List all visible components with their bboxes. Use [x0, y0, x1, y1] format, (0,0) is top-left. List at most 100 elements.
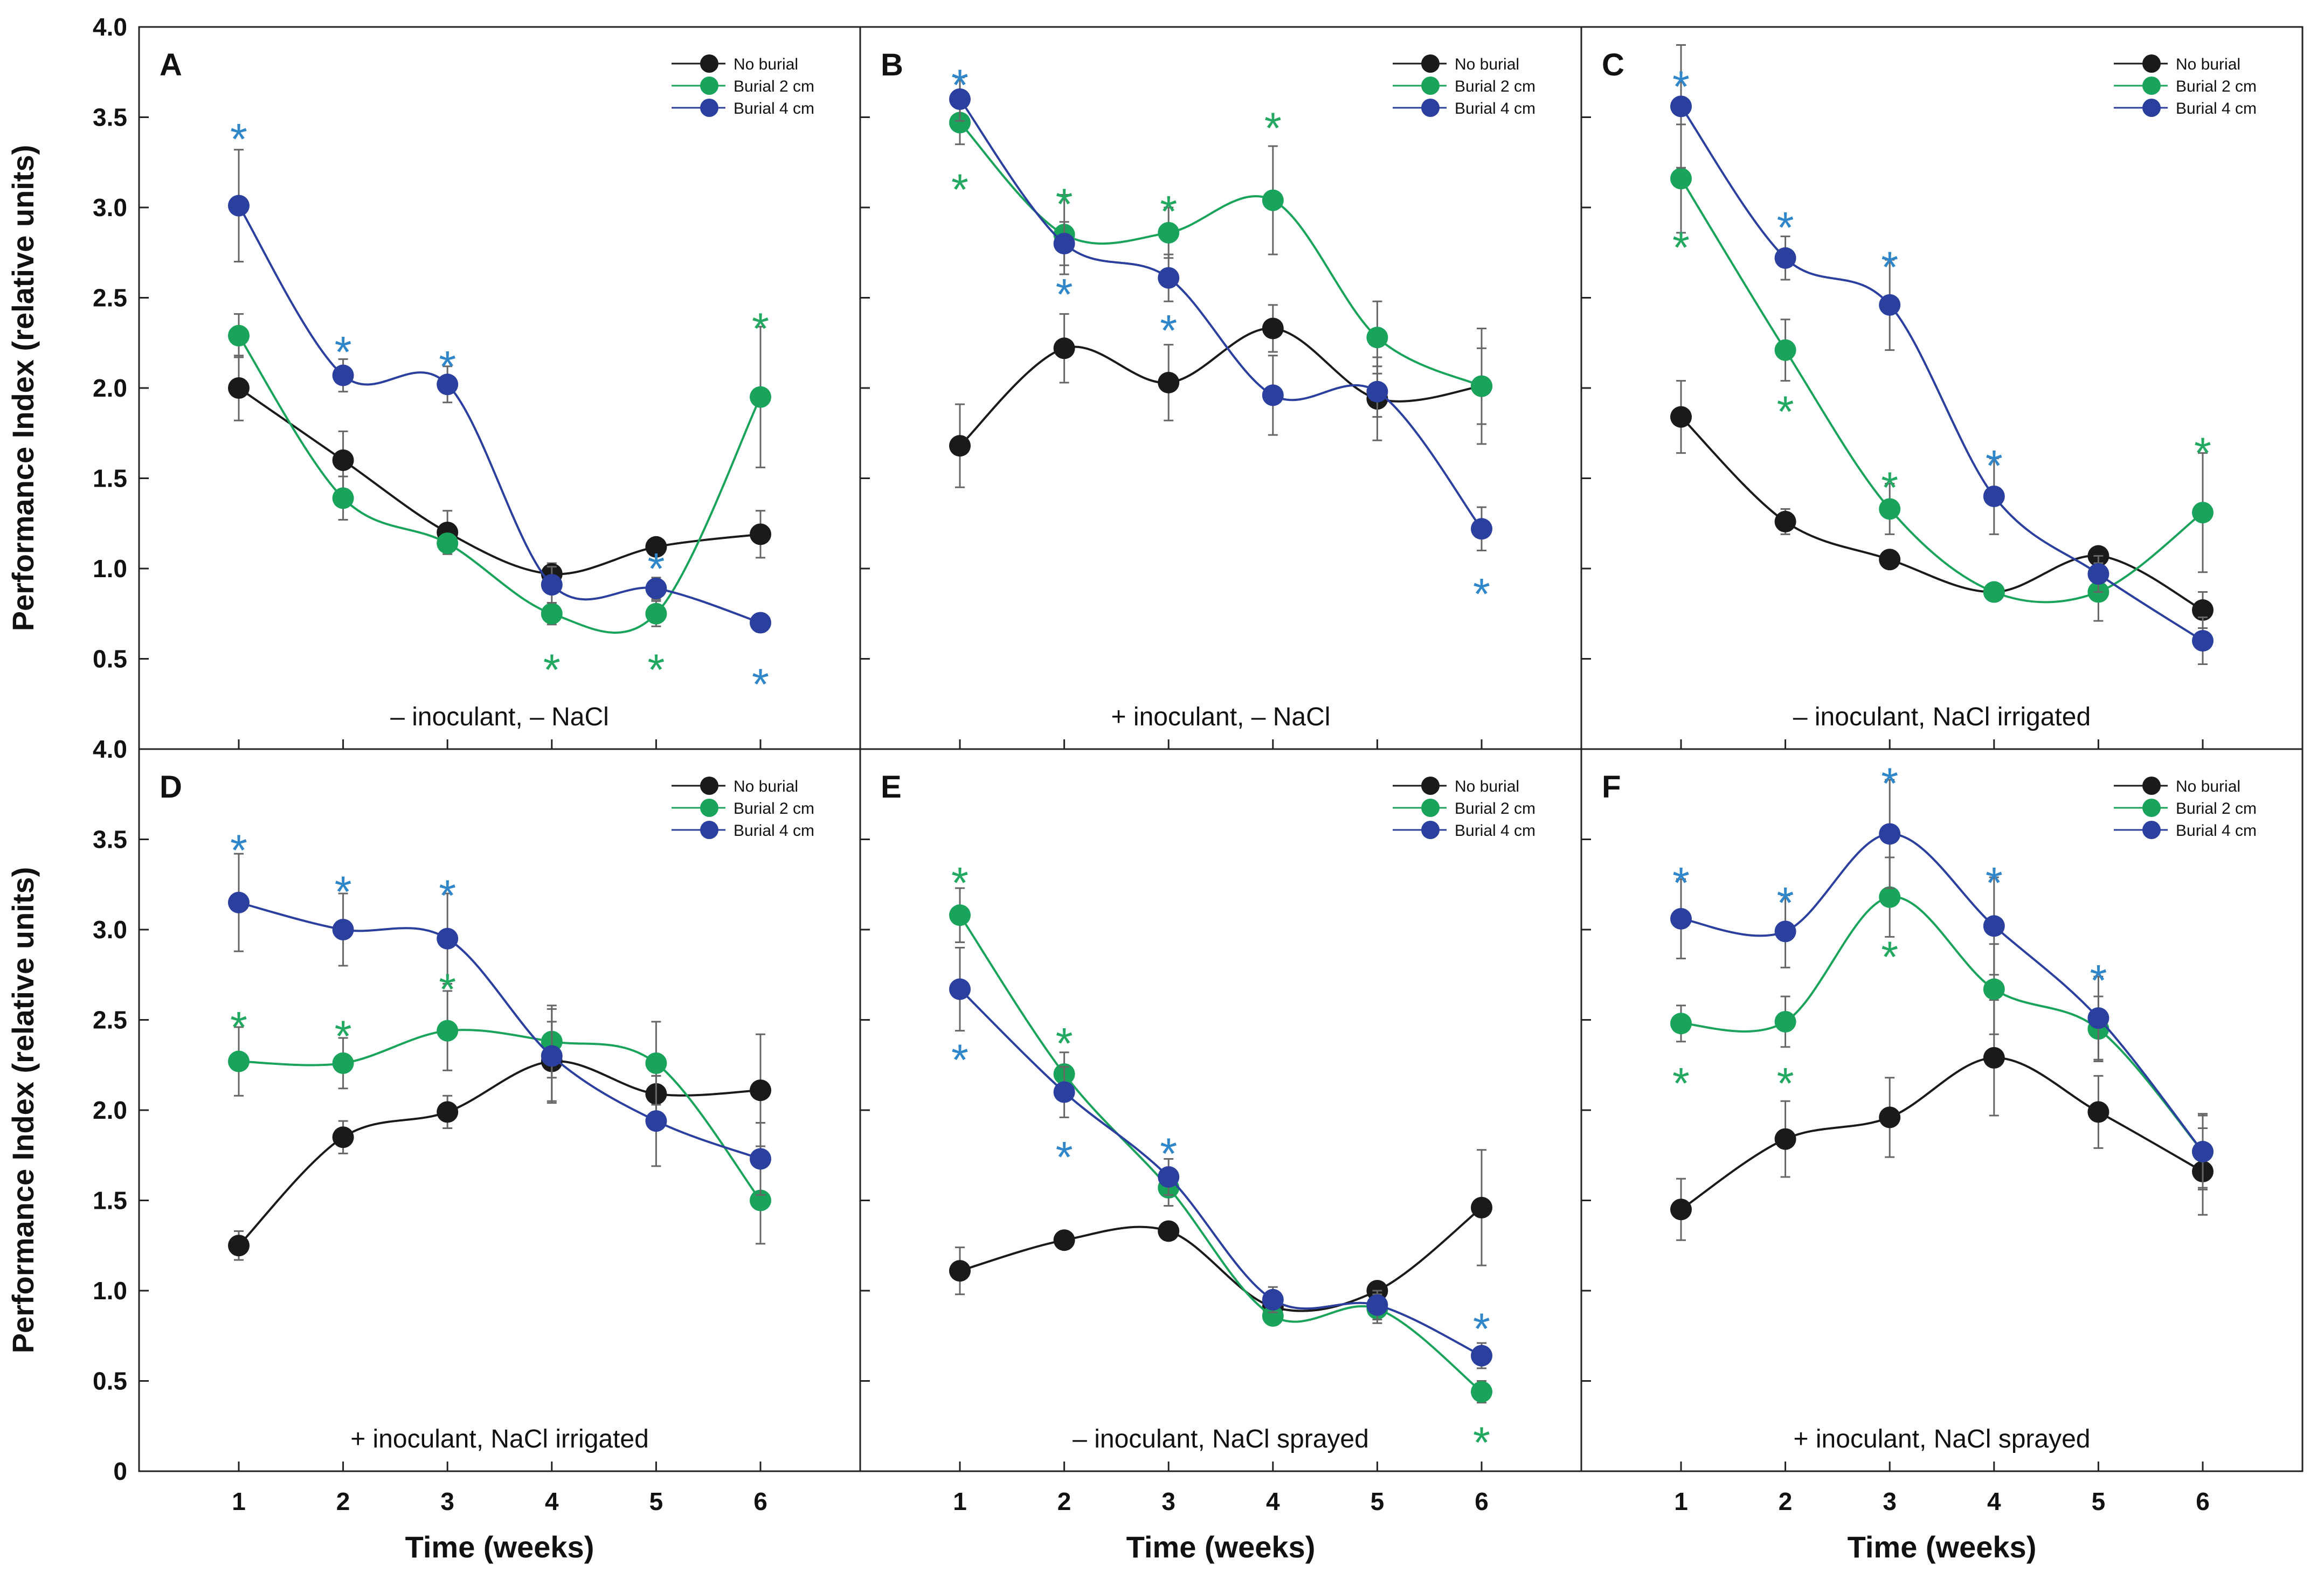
- significance-star: *: [1056, 270, 1073, 319]
- x-tick-label: 4: [545, 1487, 559, 1515]
- data-point: [1879, 823, 1901, 845]
- y-axis-title: Performance Index (relative units): [6, 867, 40, 1354]
- data-point: [949, 88, 971, 110]
- legend-label: Burial 2 cm: [2176, 78, 2257, 95]
- data-point: [1670, 908, 1692, 930]
- data-point: [750, 1079, 771, 1102]
- significance-star: *: [335, 868, 352, 917]
- legend-label: Burial 2 cm: [1455, 800, 1536, 818]
- data-point: [1983, 581, 2005, 603]
- x-tick-label: 5: [2092, 1487, 2106, 1515]
- legend-marker: [700, 99, 718, 117]
- data-point: [1158, 1220, 1180, 1242]
- data-point: [1158, 371, 1180, 393]
- x-tick-label: 1: [953, 1487, 967, 1515]
- data-point: [541, 1045, 563, 1067]
- data-point: [228, 195, 250, 217]
- significance-star: *: [1986, 858, 2003, 908]
- legend-marker: [2142, 99, 2161, 117]
- data-point: [1366, 380, 1388, 403]
- y-tick-label: 2.0: [93, 374, 127, 402]
- legend-marker: [1421, 777, 1440, 795]
- significance-star: *: [543, 646, 561, 695]
- condition-label: – inoculant, NaCl sprayed: [1073, 1425, 1369, 1453]
- data-point: [949, 978, 971, 1000]
- data-point: [228, 891, 250, 913]
- significance-star: *: [1160, 187, 1177, 236]
- data-point: [332, 1052, 354, 1074]
- y-tick-label: 3.0: [93, 193, 127, 221]
- panel-frame: [1580, 748, 2304, 1472]
- data-point: [332, 919, 354, 940]
- data-point: [541, 574, 563, 596]
- data-point: [1774, 1128, 1796, 1150]
- data-point: [1262, 317, 1284, 340]
- data-point: [1471, 1345, 1492, 1367]
- data-point: [750, 523, 771, 545]
- legend-marker: [2142, 777, 2161, 795]
- legend-marker: [1421, 99, 1440, 117]
- data-point: [750, 1148, 771, 1170]
- significance-star: *: [1160, 306, 1177, 355]
- legend-label: No burial: [2176, 56, 2240, 73]
- x-tick-label: 6: [1475, 1487, 1489, 1515]
- legend-marker: [1421, 821, 1440, 839]
- legend-label: Burial 4 cm: [734, 100, 814, 117]
- legend-label: No burial: [1455, 56, 1519, 73]
- significance-star: *: [647, 646, 665, 695]
- data-point: [228, 324, 250, 347]
- legend-marker: [2142, 821, 2161, 839]
- data-point: [1262, 384, 1284, 406]
- x-tick-label: 5: [649, 1487, 663, 1515]
- legend-label: No burial: [2176, 778, 2240, 795]
- significance-star: *: [439, 342, 456, 391]
- data-point: [1262, 1305, 1284, 1327]
- legend-label: Burial 4 cm: [734, 822, 814, 840]
- y-tick-label: 0.5: [93, 1367, 127, 1395]
- data-point: [1670, 406, 1692, 428]
- data-point: [437, 1101, 459, 1123]
- legend-label: No burial: [734, 778, 798, 795]
- data-point: [437, 373, 459, 396]
- significance-star: *: [439, 965, 456, 1014]
- y-tick-label: 1.0: [93, 555, 127, 583]
- series-line: [1680, 416, 2203, 611]
- x-tick-label: 4: [1266, 1487, 1280, 1515]
- significance-star: *: [1881, 463, 1898, 512]
- data-point: [228, 377, 250, 399]
- series-line: [959, 1207, 1483, 1312]
- panel-letter: A: [160, 47, 182, 82]
- significance-star: *: [230, 1003, 247, 1052]
- significance-star: *: [1777, 387, 1794, 437]
- data-point: [1983, 915, 2005, 937]
- significance-star: *: [1264, 104, 1282, 153]
- x-tick-label: 3: [1883, 1487, 1897, 1515]
- significance-star: *: [951, 61, 969, 110]
- data-point: [1670, 95, 1692, 117]
- y-tick-label: 0: [113, 1457, 127, 1485]
- legend-marker: [2142, 77, 2161, 95]
- significance-star: *: [1672, 63, 1690, 112]
- data-point: [1471, 1196, 1492, 1218]
- significance-star: *: [1056, 1133, 1073, 1182]
- y-tick-label: 2.0: [93, 1096, 127, 1124]
- significance-star: *: [1473, 1418, 1490, 1467]
- y-tick-label: 4.0: [93, 735, 127, 763]
- significance-star: *: [752, 660, 769, 709]
- data-point: [1471, 518, 1492, 540]
- significance-star: *: [1160, 1130, 1177, 1179]
- data-point: [1983, 1047, 2005, 1069]
- data-point: [437, 532, 459, 555]
- series-line: [959, 122, 1482, 387]
- data-point: [645, 577, 667, 599]
- data-point: [645, 1052, 667, 1074]
- data-point: [1366, 1294, 1388, 1316]
- data-point: [1879, 498, 1901, 520]
- data-point: [949, 435, 971, 457]
- significance-star: *: [1881, 933, 1898, 982]
- x-tick-label: 4: [1987, 1487, 2001, 1515]
- legend-marker: [1421, 54, 1440, 73]
- legend-label: Burial 2 cm: [734, 78, 814, 95]
- y-tick-label: 1.0: [93, 1277, 127, 1305]
